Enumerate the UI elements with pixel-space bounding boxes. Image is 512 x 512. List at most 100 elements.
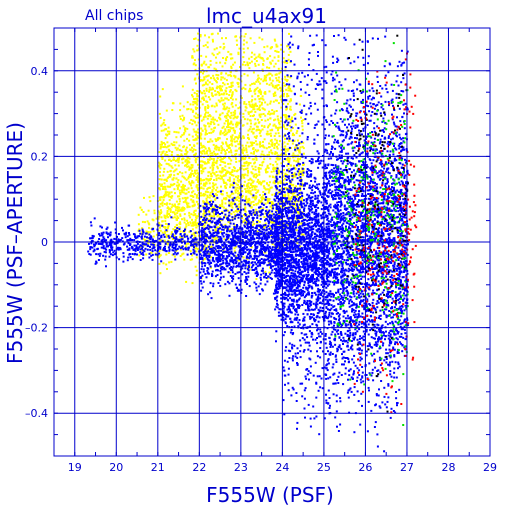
data-point-blue <box>151 250 154 253</box>
data-point-yellow <box>272 124 275 127</box>
data-point-blue <box>111 246 114 249</box>
data-point-blue <box>273 268 276 271</box>
data-point-yellow <box>212 150 215 153</box>
data-point-blue <box>174 258 177 261</box>
data-point-yellow <box>190 213 193 216</box>
data-point-yellow <box>207 66 210 69</box>
data-point-blue <box>263 261 266 264</box>
data-point-yellow <box>202 118 205 121</box>
data-point-yellow <box>260 183 263 186</box>
data-point-yellow <box>241 156 244 159</box>
data-point-yellow <box>189 182 192 185</box>
data-point-blue <box>200 254 203 257</box>
data-point-yellow <box>227 50 230 53</box>
data-point-yellow <box>289 87 292 90</box>
data-point-yellow <box>258 53 261 56</box>
data-point-yellow <box>302 233 305 236</box>
data-point-blue <box>208 263 211 266</box>
data-point-blue <box>160 260 163 263</box>
data-point-blue <box>201 286 204 289</box>
data-point-yellow <box>199 142 202 145</box>
data-point-blue <box>260 261 263 264</box>
data-point-yellow <box>166 191 169 194</box>
data-point-yellow <box>269 102 272 105</box>
data-point-blue <box>242 233 245 236</box>
data-point-yellow <box>166 268 168 270</box>
data-point-yellow <box>191 146 193 149</box>
data-point-blue <box>104 258 107 261</box>
data-point-blue <box>310 162 313 165</box>
data-point-yellow <box>208 215 211 217</box>
data-point-blue <box>216 220 219 223</box>
data-point-blue <box>268 216 271 219</box>
data-point-yellow <box>274 39 277 42</box>
data-point-blue <box>140 237 143 240</box>
data-point-blue <box>249 244 252 247</box>
data-point-yellow <box>193 91 196 94</box>
data-point-blue <box>189 236 192 239</box>
data-point-blue <box>116 235 118 238</box>
data-point-yellow <box>278 140 281 143</box>
data-point-blue <box>218 238 221 241</box>
data-point-yellow <box>225 142 228 145</box>
data-point-yellow <box>197 163 199 166</box>
data-point-yellow <box>193 174 195 177</box>
data-point-yellow <box>294 173 297 176</box>
data-point-yellow <box>159 143 162 146</box>
data-point-yellow <box>209 98 212 101</box>
data-point-yellow <box>170 173 172 176</box>
data-point-yellow <box>246 122 249 125</box>
data-point-yellow <box>255 150 258 153</box>
data-point-blue <box>231 234 234 237</box>
data-point-yellow <box>193 98 195 100</box>
data-point-yellow <box>256 191 259 193</box>
data-point-yellow <box>163 239 166 242</box>
data-point-blue <box>267 222 270 225</box>
data-point-yellow <box>173 130 176 133</box>
data-point-yellow <box>237 192 239 195</box>
data-point-blue <box>225 245 228 248</box>
data-point-yellow <box>220 185 222 188</box>
data-point-yellow <box>286 174 289 177</box>
data-point-yellow <box>294 206 297 209</box>
data-point-blue <box>123 232 126 235</box>
data-point-yellow <box>173 188 176 191</box>
data-point-blue <box>260 244 263 247</box>
data-point-yellow <box>204 215 206 218</box>
data-point-yellow <box>177 154 180 157</box>
data-point-yellow <box>200 63 203 66</box>
data-point-yellow <box>230 139 233 142</box>
data-point-yellow <box>169 175 172 178</box>
data-point-yellow <box>165 146 168 149</box>
data-point-yellow <box>174 205 177 208</box>
data-point-blue <box>203 240 206 243</box>
data-point-blue <box>192 239 195 242</box>
data-point-blue <box>211 274 214 277</box>
data-point-blue <box>194 243 197 246</box>
data-point-blue <box>121 237 124 240</box>
data-point-yellow <box>250 60 253 63</box>
data-point-yellow <box>271 175 274 178</box>
data-point-yellow <box>220 93 223 96</box>
data-point-yellow <box>207 122 210 125</box>
data-point-blue <box>195 244 198 247</box>
data-point-yellow <box>208 36 211 39</box>
data-point-yellow <box>165 180 168 182</box>
data-point-yellow <box>220 151 223 154</box>
data-point-blue <box>228 204 231 207</box>
data-point-yellow <box>287 199 290 202</box>
data-point-blue <box>106 233 109 236</box>
data-point-blue <box>170 216 173 219</box>
data-point-blue <box>267 220 270 223</box>
data-point-yellow <box>188 121 191 124</box>
data-point-blue <box>186 253 189 256</box>
data-point-yellow <box>197 136 199 139</box>
data-point-yellow <box>231 203 234 205</box>
data-point-yellow <box>282 114 285 117</box>
data-point-blue <box>109 231 112 234</box>
data-point-yellow <box>216 153 219 155</box>
data-point-yellow <box>219 205 222 208</box>
data-point-blue <box>245 240 248 243</box>
data-point-yellow <box>222 47 225 50</box>
data-point-blue <box>241 231 244 234</box>
